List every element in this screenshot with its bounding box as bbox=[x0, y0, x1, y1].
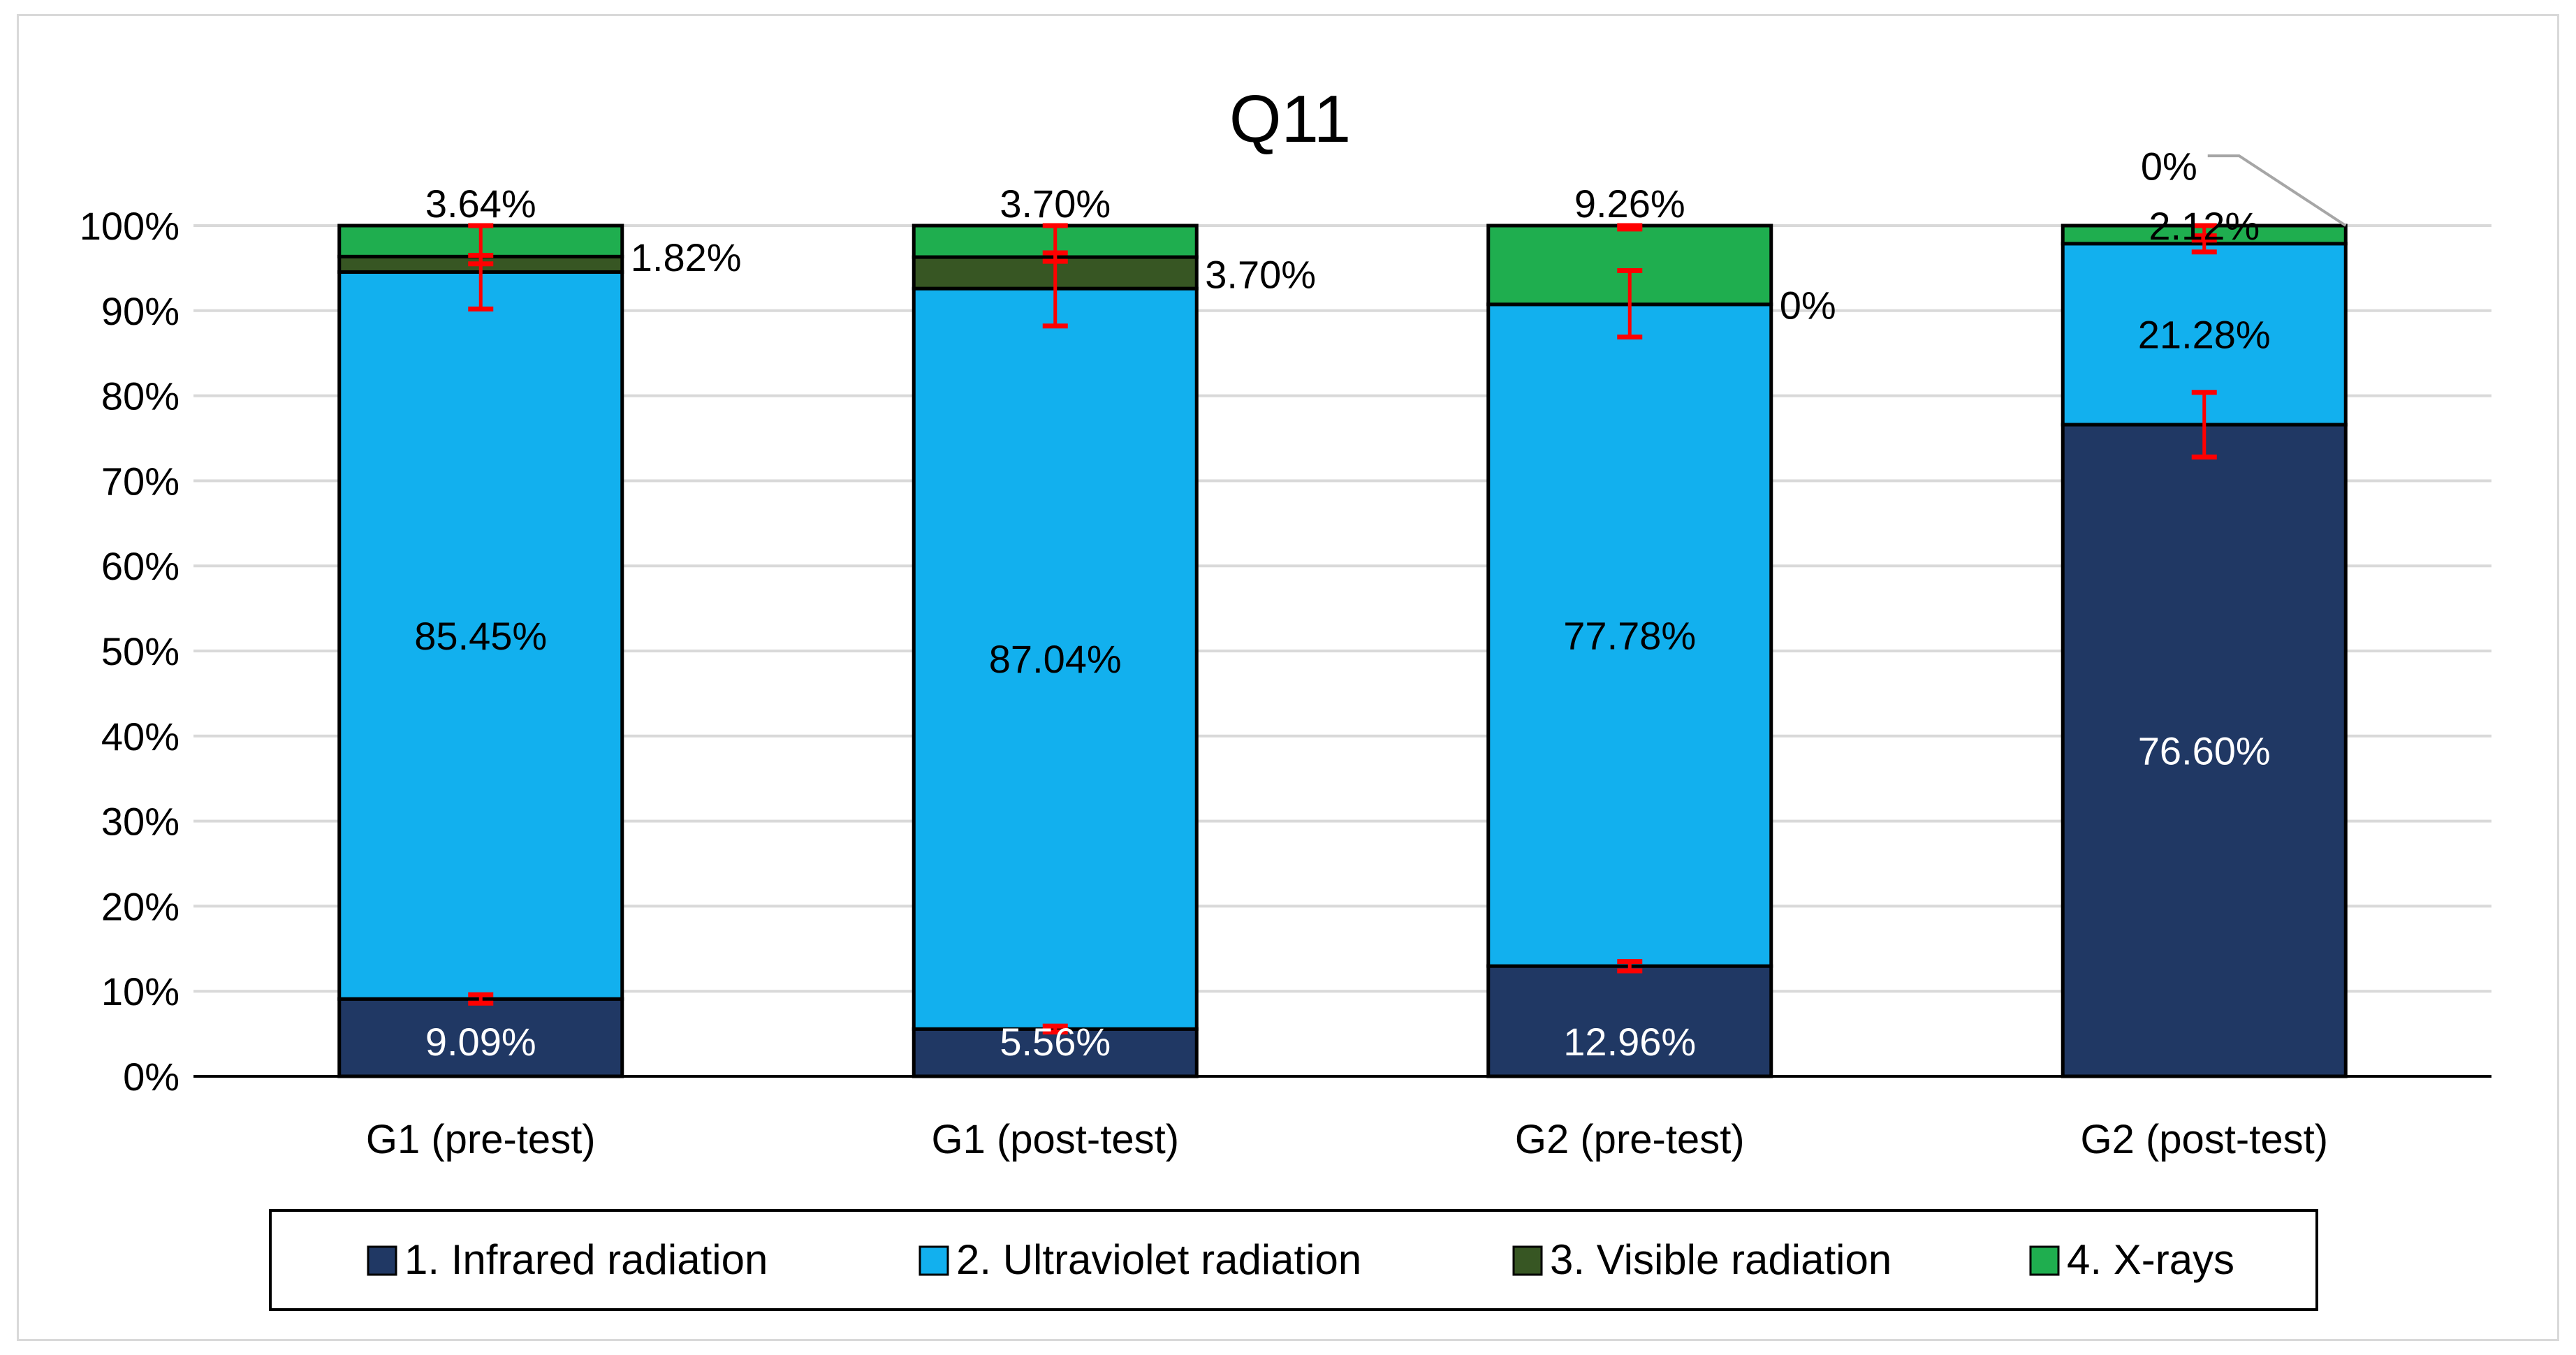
axis-layer: 0% 10% 20% 30% 40% 50% 60% 70% 80% 90% 100% G1 (pre… bbox=[80, 204, 2491, 1162]
bar-segment bbox=[912, 286, 1199, 1031]
x-tick-label: G1 (post-test) bbox=[931, 1117, 1179, 1162]
y-tick-label: 80% bbox=[101, 374, 180, 418]
y-tick-label: 60% bbox=[101, 544, 180, 588]
legend-swatch bbox=[919, 1245, 949, 1276]
y-tick-label: 10% bbox=[101, 969, 180, 1013]
data-label: 3.70% bbox=[1205, 252, 1316, 296]
y-tick-label: 50% bbox=[101, 629, 180, 673]
chart-svg: Q11 9.09% 85.45% 5.56% 87.04% 12.96% 77.78% 76… bbox=[80, 82, 2491, 1311]
y-tick-label: 0% bbox=[123, 1055, 180, 1099]
y-tick-label: 30% bbox=[101, 800, 180, 844]
y-tick-label: 20% bbox=[101, 884, 180, 928]
leader-line bbox=[2207, 154, 2347, 227]
y-tick-label: 40% bbox=[101, 715, 180, 759]
legend-item-label: 1. Infrared radiation bbox=[404, 1236, 768, 1283]
legend-swatch bbox=[2029, 1245, 2060, 1276]
legend-swatch bbox=[1512, 1245, 1543, 1276]
data-label: 87.04% bbox=[989, 637, 1122, 681]
legend: 1. Infrared radiation 2. Ultraviolet radi… bbox=[269, 1209, 2318, 1311]
legend-box bbox=[269, 1209, 2318, 1311]
data-label: 21.28% bbox=[2138, 312, 2271, 356]
data-label: 12.96% bbox=[1563, 1020, 1696, 1064]
x-tick-label: G2 (post-test) bbox=[2080, 1117, 2328, 1162]
error-bar-layer bbox=[468, 223, 2217, 1035]
bar-segment bbox=[337, 270, 624, 1001]
legend-swatch bbox=[367, 1245, 397, 1276]
y-tick-label: 90% bbox=[101, 289, 180, 333]
chart-frame: Q11 9.09% 85.45% 5.56% 87.04% 12.96% 77.78% 76… bbox=[17, 14, 2559, 1341]
data-label: 1.82% bbox=[631, 235, 742, 279]
data-label: 76.60% bbox=[2138, 729, 2271, 773]
data-label: 85.45% bbox=[414, 614, 547, 658]
y-tick-label: 100% bbox=[80, 204, 180, 248]
data-label: 9.26% bbox=[1574, 182, 1685, 226]
legend-item-label: 3. Visible radiation bbox=[1550, 1236, 1891, 1283]
data-label: 5.56% bbox=[1000, 1020, 1111, 1064]
x-tick-label: G2 (pre-test) bbox=[1515, 1117, 1745, 1162]
x-tick-label: G1 (pre-test) bbox=[366, 1117, 596, 1162]
data-label: 2.12% bbox=[2149, 204, 2260, 248]
data-label-layer: 9.09% 85.45% 5.56% 87.04% 12.96% 77.78% 76.60%… bbox=[414, 145, 2347, 1064]
data-label: 0% bbox=[1780, 283, 1836, 327]
bar-segment bbox=[1486, 302, 1773, 968]
data-label: 0% bbox=[2141, 145, 2197, 189]
legend-item-label: 4. X-rays bbox=[2067, 1236, 2234, 1283]
data-label: 77.78% bbox=[1563, 613, 1696, 657]
data-label: 3.70% bbox=[1000, 182, 1111, 226]
data-label: 3.64% bbox=[425, 182, 536, 226]
legend-item-label: 2. Ultraviolet radiation bbox=[956, 1236, 1361, 1283]
chart-title: Q11 bbox=[1229, 82, 1351, 156]
data-label: 9.09% bbox=[425, 1020, 536, 1064]
bar-segment bbox=[1486, 964, 1773, 1078]
y-tick-label: 70% bbox=[101, 459, 180, 503]
